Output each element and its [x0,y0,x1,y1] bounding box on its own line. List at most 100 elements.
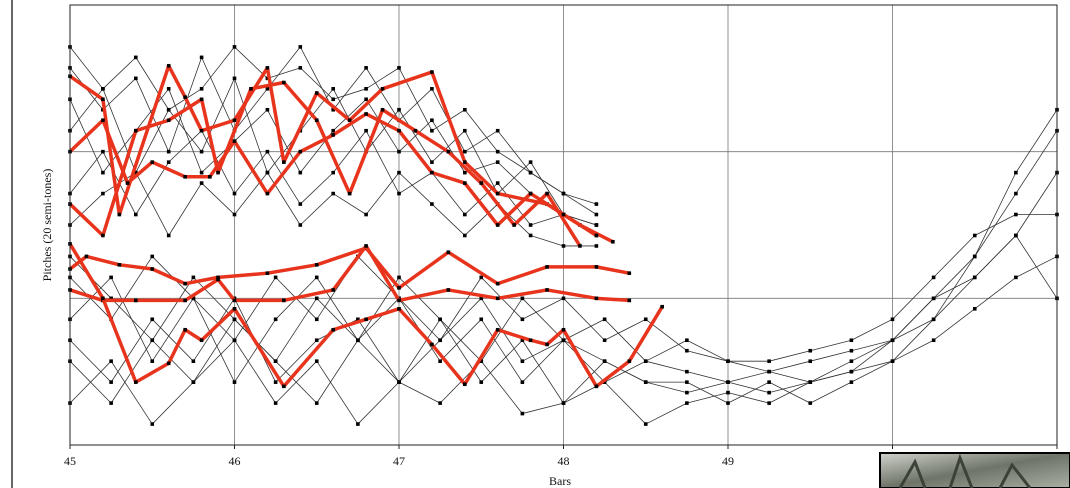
data-point [134,128,138,133]
data-point [931,275,936,280]
data-point [463,233,467,238]
data-point [520,338,525,343]
data-point [150,338,155,343]
data-point [430,87,434,91]
data-point [150,317,155,322]
data-point [660,304,664,309]
data-point [101,233,105,238]
data-point [528,170,533,175]
data-point [931,296,936,301]
data-point [183,281,187,286]
data-point [430,342,434,347]
data-point [150,359,155,363]
data-point [199,338,204,343]
data-point [314,401,319,405]
data-point [380,87,385,91]
data-point [356,422,360,426]
data-point [726,380,730,384]
data-point [265,76,270,81]
data-point [685,338,689,343]
data-point [331,170,335,175]
data-point [273,380,278,384]
data-point [364,244,368,248]
data-point [890,317,895,322]
data-point [314,359,319,363]
data-point [199,170,204,175]
data-point [397,380,401,384]
data-point [767,390,771,395]
data-point [265,271,270,275]
data-point [347,118,352,123]
data-point [446,250,451,255]
data-point [273,401,278,405]
data-point [726,390,730,395]
data-point [101,87,105,91]
data-point [380,107,385,112]
data-point [331,97,335,102]
data-point [479,275,484,280]
data-point [356,338,360,343]
data-point [282,384,286,389]
data-point [495,327,500,332]
data-point [849,348,854,353]
data-point [101,170,105,175]
data-point [397,170,401,175]
data-point [166,118,171,123]
data-point [183,298,187,303]
data-point [602,317,607,322]
data-point [347,191,352,196]
data-point [849,338,854,343]
data-point [134,212,138,217]
data-point [545,265,549,269]
data-point [972,307,977,311]
data-point [430,170,434,175]
data-point [109,359,113,363]
data-point [232,191,237,196]
x-tick-label: 49 [722,454,734,468]
data-point [314,263,319,267]
data-point [627,298,632,303]
data-point [199,87,204,91]
data-point [273,275,278,280]
data-point [849,380,854,384]
data-point [430,118,434,123]
data-point [364,212,368,217]
x-axis-label: Bars [549,474,571,488]
data-point [199,128,204,133]
x-tick-label: 47 [393,454,405,468]
data-point [463,149,467,154]
data-point [364,317,368,322]
y-axis-label: Pitches (20 semi-tones) [40,169,54,282]
data-point [101,118,105,123]
data-point [808,380,813,384]
data-point [117,212,122,217]
data-point [1014,212,1018,217]
data-point [166,233,171,238]
series-line [68,112,598,237]
data-point [890,338,895,343]
data-point [364,87,368,91]
data-point [397,66,401,70]
data-point [150,422,155,426]
data-point [685,401,689,405]
data-point [109,401,113,405]
data-point [528,223,533,227]
data-point [265,107,270,112]
data-point [643,422,648,426]
data-point [479,181,484,185]
data-point [495,296,500,301]
data-point [512,223,516,227]
data-point [495,149,500,154]
data-point [331,107,335,112]
data-point [208,175,212,179]
data-point [463,160,467,164]
data-point [101,296,105,301]
data-point [602,338,607,343]
data-point [150,267,155,271]
data-point [767,401,771,405]
data-point [643,359,648,363]
data-point [520,359,525,363]
data-point [134,55,138,60]
data-point [438,338,442,343]
